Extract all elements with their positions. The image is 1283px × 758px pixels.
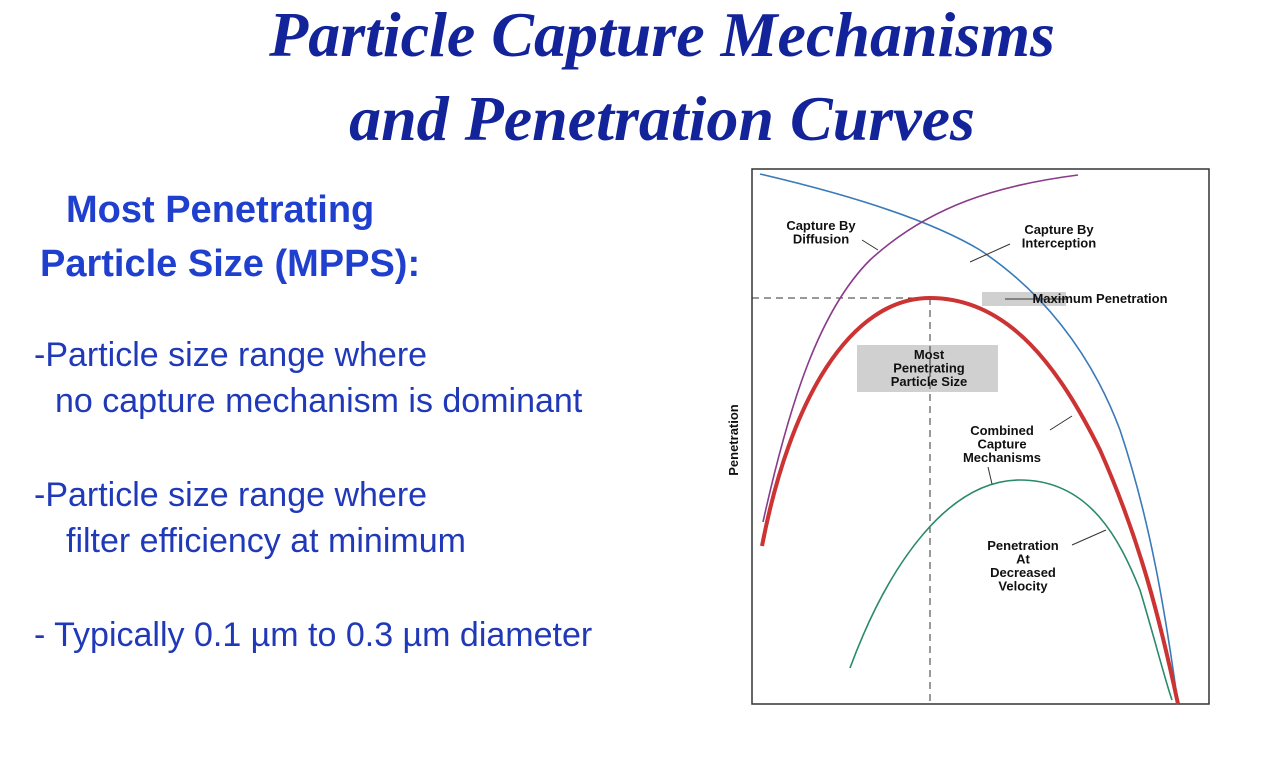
diagram-label: Mechanisms [963,450,1041,465]
diagram-label: Combined [970,423,1034,438]
diagram-label: At [1016,552,1030,567]
bullet-line: filter efficiency at minimum [66,522,466,560]
bullet-line: no capture mechanism is dominant [55,382,583,420]
diagram-label: Capture [977,437,1026,452]
combined-curve [760,295,1180,705]
diagram-label: Most [914,347,945,362]
velocity-curve [849,479,1173,701]
bullet-line: - Typically 0.1 µm to 0.3 µm diameter [34,616,592,654]
diagram-label: Penetration [987,538,1059,553]
diagram-label: Diffusion [793,232,849,247]
label-box [857,345,998,392]
bullet-line: -Particle size range where [34,476,427,514]
bullet-line: -Particle size range where [34,336,427,374]
subtitle-line: Most Penetrating [66,189,374,231]
diagram-label: Capture By [786,218,856,233]
diagram-label: Particle Size [891,374,968,389]
diagram-label: Penetrating [893,361,965,376]
y-axis-label: Penetration [726,404,741,476]
diagram-label: Maximum Penetration [1032,291,1167,306]
interception-curve [762,174,1079,523]
leaders [861,239,1107,546]
diagram-label: Capture By [1024,222,1094,237]
diagram-frame [751,168,1210,705]
diagram-label: Decreased [990,565,1056,580]
diagram-label: Interception [1022,236,1096,251]
title-line: Particle Capture Mechanisms [268,0,1055,70]
subtitle-line: Particle Size (MPPS): [40,243,420,285]
title-line: and Penetration Curves [349,83,975,154]
diffusion-curve [759,173,1179,705]
diagram-label: Velocity [998,579,1048,594]
diagram: Penetration [726,168,1210,705]
